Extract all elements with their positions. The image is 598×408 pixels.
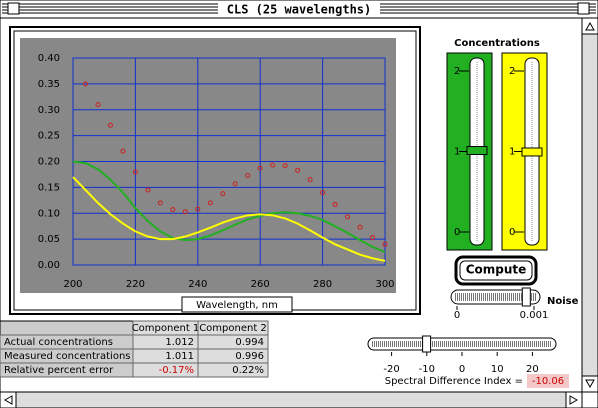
data-point [270, 162, 276, 168]
data-point [357, 224, 363, 230]
table-value: 0.22% [232, 365, 264, 376]
slider-tick-label: -10 [419, 364, 435, 375]
series-line [72, 176, 386, 262]
data-point [307, 177, 313, 183]
data-point [370, 235, 376, 241]
data-point [95, 102, 101, 108]
x-tick-label: 240 [188, 279, 207, 290]
table-value: -0.17% [159, 365, 194, 376]
y-tick-label: 0.20 [38, 157, 60, 168]
y-tick-label: 0.35 [38, 79, 60, 90]
x-axis-label: Wavelength, nm [196, 300, 278, 311]
slider-tick-label: 0 [454, 310, 460, 321]
y-tick-label: 0.00 [38, 260, 60, 271]
compute-label: Compute [466, 263, 527, 277]
noise-label: Noise [547, 296, 579, 307]
data-point [332, 201, 338, 207]
x-tick-label: 260 [251, 279, 270, 290]
spectral-value: -10.06 [532, 376, 564, 387]
concentration-sliders: 0 1 2 0 1 2 [446, 52, 548, 251]
window-title: CLS (25 wavelengths) [227, 3, 372, 17]
data-point [82, 81, 88, 87]
slider-tick-label: 0.001 [520, 310, 549, 321]
spectral-value-box [527, 374, 569, 388]
data-point [257, 165, 263, 171]
results-table: Component 1 Component 2 Actual concentrati… [0, 320, 269, 378]
column-header: Component 2 [199, 323, 267, 334]
row-label: Actual concentrations [4, 337, 113, 348]
x-tick-label: 300 [375, 279, 394, 290]
plot: 0.00 0.05 0.10 0.15 0.20 0.25 0.30 0.35 0.40 200 2… [38, 53, 395, 290]
data-point [195, 206, 201, 212]
row-label: Measured concentrations [4, 351, 131, 362]
slider-tick-label: -20 [383, 364, 399, 375]
data-point [282, 163, 288, 169]
zoom-box[interactable] [577, 2, 590, 15]
data-point [232, 181, 238, 187]
data-point [182, 209, 188, 215]
data-point [120, 148, 126, 154]
compute-button[interactable] [454, 255, 538, 286]
data-point [207, 200, 213, 206]
table-value: 1.011 [165, 351, 194, 362]
vertical-scrollbar[interactable] [581, 17, 598, 408]
plot-area [20, 38, 396, 293]
data-point [107, 122, 113, 128]
concentrations-title: Concentrations [454, 38, 540, 49]
slider-tick-label: 2 [454, 66, 460, 77]
slider-tick-label: 0 [459, 364, 465, 375]
data-point [132, 169, 138, 175]
row-label: Relative percent error [4, 365, 114, 376]
y-tick-label: 0.40 [38, 53, 60, 64]
value-cell [197, 362, 269, 378]
x-tick-label: 200 [63, 279, 82, 290]
data-point [170, 207, 176, 213]
slider-thumb [422, 335, 432, 353]
table-value: 0.996 [235, 351, 264, 362]
slider-tick-label: 1 [509, 147, 515, 158]
slider-tick-label: 2 [509, 66, 515, 77]
slider-tick-label: 0 [454, 227, 460, 238]
column-header: Component 1 [132, 323, 200, 334]
y-tick-label: 0.15 [38, 182, 60, 193]
data-point [220, 191, 226, 197]
data-point [345, 214, 351, 220]
spectral-label: Spectral Difference Index = [385, 376, 523, 387]
y-tick-label: 0.25 [38, 131, 60, 142]
slider-tick-label: 20 [526, 364, 539, 375]
y-tick-label: 0.05 [38, 234, 60, 245]
x-label-box [181, 296, 293, 313]
data-point [157, 200, 163, 206]
slider-tick-label: 10 [491, 364, 504, 375]
table-value: 0.994 [235, 337, 264, 348]
noise-slider: 0 0.001 [450, 287, 549, 321]
slider-thumb [466, 146, 488, 156]
x-tick-label: 220 [126, 279, 145, 290]
title-bar: CLS (25 wavelengths) [0, 0, 598, 19]
table-value: 1.012 [165, 337, 194, 348]
slider-thumb [521, 287, 531, 307]
x-tick-label: 280 [313, 279, 332, 290]
slider-tick-label: 0 [509, 227, 515, 238]
horizontal-scrollbar[interactable] [0, 391, 583, 408]
y-tick-label: 0.10 [38, 208, 60, 219]
close-box[interactable] [7, 2, 20, 15]
data-point [382, 241, 388, 247]
series-line [72, 160, 386, 253]
y-tick-label: 0.30 [38, 105, 60, 116]
spectral-slider: -20 -10 0 10 20 [367, 335, 557, 375]
slider-thumb [521, 147, 543, 157]
data-point [145, 187, 151, 193]
slider-tick-label: 1 [454, 147, 460, 158]
data-point [295, 167, 301, 173]
data-point [320, 190, 326, 196]
compute-button-inner [459, 260, 533, 281]
data-point [245, 172, 251, 178]
